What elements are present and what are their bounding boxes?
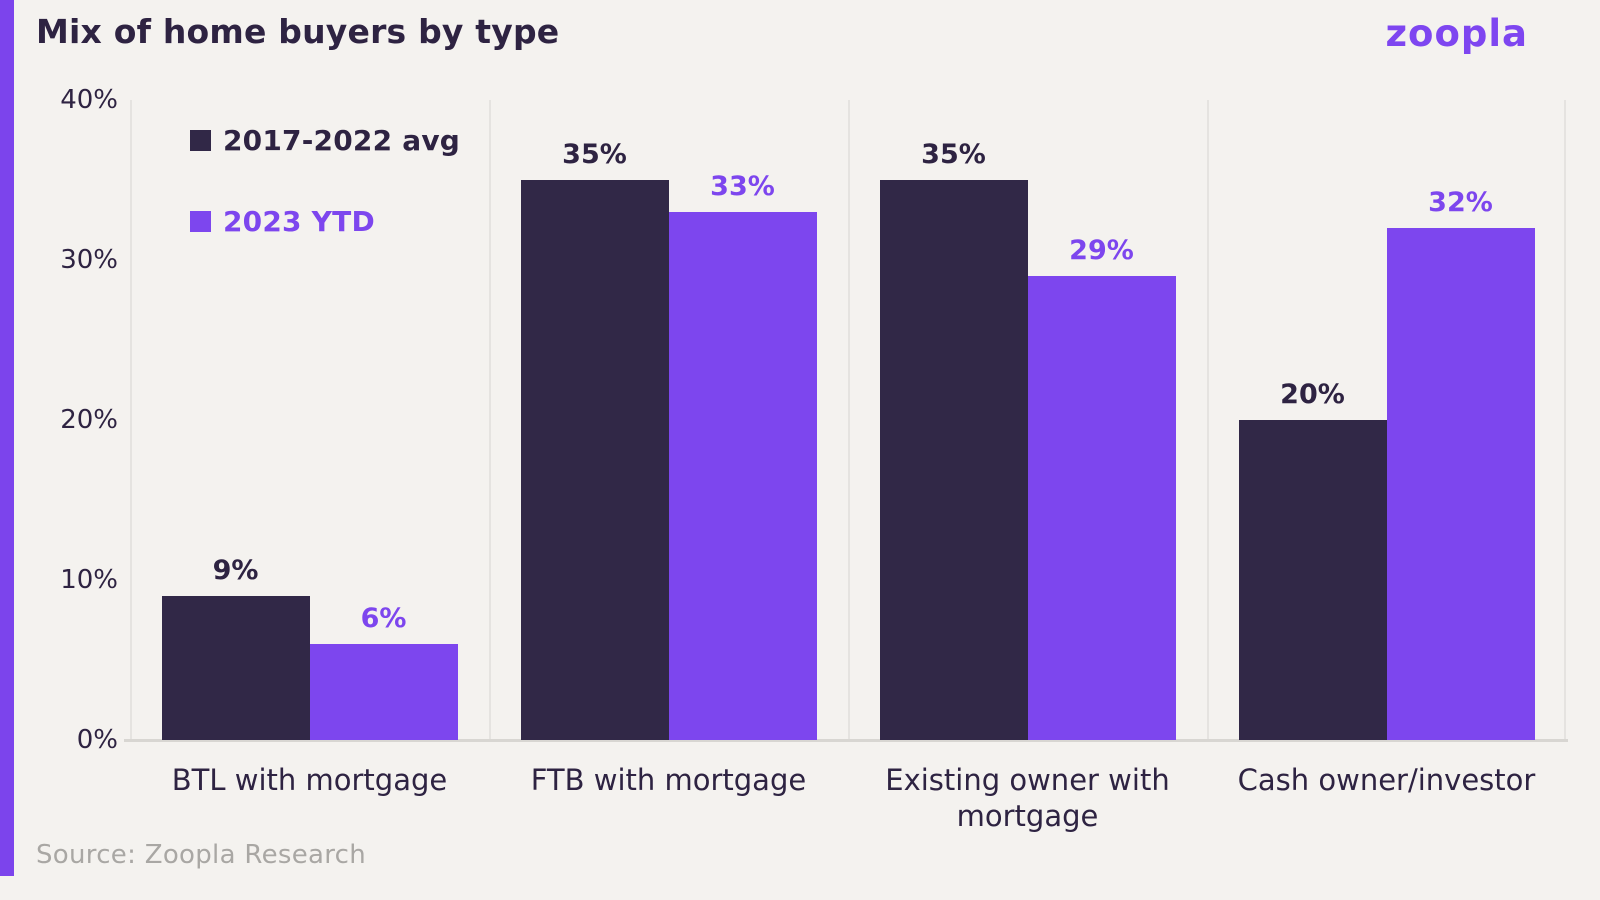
legend-label: 2023 YTD [223,205,375,238]
bar-value-label: 29% [1069,235,1134,266]
category-label: BTL with mortgage [171,763,448,797]
bar-ytd [668,212,817,740]
panel-divider-line [489,100,491,740]
category-panel: 20% 32% [1207,100,1566,740]
bar-value-label: 6% [360,603,407,634]
y-axis-tick-label: 10% [60,565,118,595]
y-axis-tick-label: 30% [60,245,118,275]
category-panel: 35% 33% [489,100,848,740]
chart-title: Mix of home buyers by type [36,12,560,51]
y-axis-tick-label: 40% [60,85,118,115]
bar-value-label: 32% [1428,187,1493,218]
bar-value-label: 33% [710,171,775,202]
bar-avg [520,180,669,740]
bar-ytd [1027,276,1176,740]
bar-avg [1238,420,1387,740]
y-axis-tick-label: 0% [76,725,118,755]
legend: 2017-2022 avg 2023 YTD [190,124,460,286]
category-panel: 9% 6% [130,100,489,740]
category-label: Existing owner with mortgage [885,763,1170,833]
zoopla-logo: zoopla [1385,12,1528,55]
category-panel: 35% 29% [848,100,1207,740]
bar-value-label: 35% [921,139,986,170]
legend-label: 2017-2022 avg [223,124,461,157]
bar-avg [161,596,310,740]
legend-swatch-icon [190,211,211,232]
legend-swatch-icon [190,130,211,151]
bar-avg [879,180,1028,740]
panel-divider-line [1564,100,1566,740]
x-axis-baseline [124,739,1568,742]
category-label: Cash owner/investor [1237,763,1536,797]
bar-value-label: 35% [562,139,627,170]
left-accent-bar [0,0,14,876]
bar-value-label: 9% [212,555,259,586]
legend-item-ytd: 2023 YTD [190,205,460,238]
panel-divider-line [130,100,132,740]
bar-ytd [309,644,458,740]
bar-value-label: 20% [1280,379,1345,410]
category-label: FTB with mortgage [530,763,807,797]
panel-divider-line [1207,100,1209,740]
source-note: Source: Zoopla Research [36,840,367,870]
plot-area: 9% 6% 35% 33% 35% 29% 20% 32% 2017-2022 avg 2023 … [124,100,1568,742]
panel-divider-line [848,100,850,740]
bar-ytd [1386,228,1535,740]
legend-item-avg: 2017-2022 avg [190,124,460,157]
y-axis-tick-label: 20% [60,405,118,435]
